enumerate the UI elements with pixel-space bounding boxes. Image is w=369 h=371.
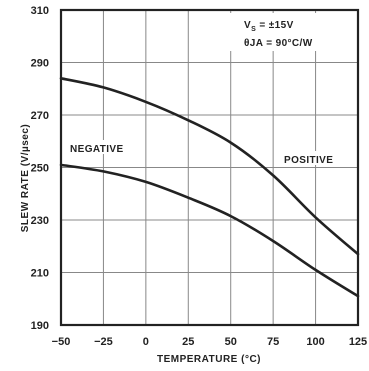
- series-label-positive: POSITIVE: [284, 155, 333, 166]
- grid-layer: [61, 10, 358, 325]
- x-tick-label: 125: [349, 336, 367, 348]
- series-label-negative: NEGATIVE: [70, 144, 124, 155]
- plot-frame: [59, 8, 360, 327]
- negative-label-background: [66, 140, 136, 154]
- x-tick-label: 100: [306, 336, 324, 348]
- y-tick-labels: 190 210 230 250 270 290 310: [31, 5, 49, 332]
- curve-layer: [59, 77, 360, 298]
- series-line-positive: [59, 163, 360, 298]
- x-axis-label: TEMPERATURE (°C): [157, 354, 261, 365]
- x-tick-label: 50: [225, 336, 237, 348]
- annotation-box: VS = ±15V θJA = 90°C/W: [230, 13, 356, 51]
- y-tick-label: 290: [31, 58, 49, 70]
- x-tick-label: 0: [143, 336, 149, 348]
- vs-annotation: VS = ±15V: [244, 20, 294, 33]
- y-tick-label: 190: [31, 320, 49, 332]
- x-tick-label: 25: [182, 336, 194, 348]
- x-tick-label: −25: [94, 336, 113, 348]
- annotation-background: [230, 13, 356, 51]
- y-tick-label: 210: [31, 268, 49, 280]
- y-tick-label: 230: [31, 215, 49, 227]
- y-tick-label: 310: [31, 5, 49, 17]
- y-axis-label: SLEW RATE (V/µsec): [20, 124, 31, 232]
- y-tick-label: 250: [31, 163, 49, 175]
- theta-ja-annotation: θJA = 90°C/W: [244, 38, 313, 49]
- x-tick-label: −50: [52, 336, 71, 348]
- positive-label-background: [280, 151, 350, 165]
- y-tick-label: 270: [31, 110, 49, 122]
- x-tick-label: 75: [267, 336, 279, 348]
- series-line-negative: [59, 77, 360, 256]
- x-tick-labels: −50 −25 0 25 50 75 100 125: [52, 336, 368, 348]
